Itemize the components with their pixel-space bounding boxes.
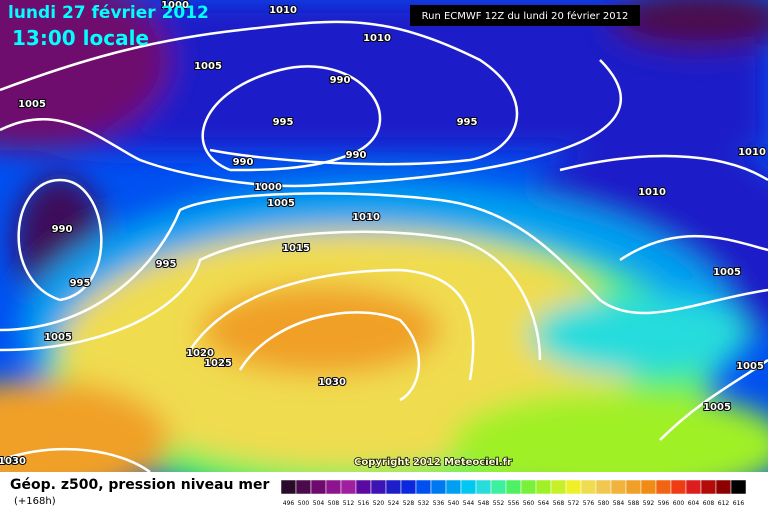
scale-label: 616: [733, 500, 745, 507]
scale-label: 584: [613, 500, 625, 507]
isobar-label: 1005: [18, 99, 46, 110]
isobar-label: 990: [346, 150, 367, 161]
scale-swatch: [445, 479, 462, 495]
scale-label: 524: [388, 500, 400, 507]
scale-swatch: [460, 479, 477, 495]
isobar-label: 995: [70, 278, 91, 289]
scale-label: 592: [643, 500, 655, 507]
scale-swatch: [715, 479, 732, 495]
scale-label: 508: [328, 500, 340, 507]
scale-label: 500: [298, 500, 310, 507]
isobar-label: 1010: [738, 147, 766, 158]
isobar-label: 1010: [363, 33, 391, 44]
scale-swatch: [505, 479, 522, 495]
isobar-label: 995: [457, 117, 478, 128]
scale-swatch: [655, 479, 672, 495]
scale-swatch: [565, 479, 582, 495]
scale-label: 504: [313, 500, 325, 507]
scale-label: 588: [628, 500, 640, 507]
scale-swatch: [385, 479, 402, 495]
scale-label: 604: [688, 500, 700, 507]
scale-label: 572: [568, 500, 580, 507]
scale-swatch: [625, 479, 642, 495]
scale-label: 564: [538, 500, 550, 507]
scale-swatch: [325, 479, 342, 495]
scale-swatch: [535, 479, 552, 495]
scale-swatch: [640, 479, 657, 495]
scale-swatch: [730, 479, 747, 495]
isobar-label: 1010: [352, 212, 380, 223]
isobar-label: 1030: [318, 377, 346, 388]
scale-label: 560: [523, 500, 535, 507]
scale-swatch: [370, 479, 387, 495]
scale-label: 568: [553, 500, 565, 507]
scale-label: 612: [718, 500, 730, 507]
scale-swatch: [580, 479, 597, 495]
scale-label: 576: [583, 500, 595, 507]
isobar-label: 990: [330, 75, 351, 86]
scale-label: 532: [418, 500, 430, 507]
scale-swatch: [595, 479, 612, 495]
scale-label: 544: [463, 500, 475, 507]
scale-label: 536: [433, 500, 445, 507]
scale-label: 520: [373, 500, 385, 507]
isobar-label: 1005: [713, 267, 741, 278]
isobar-label: 1005: [736, 361, 764, 372]
isobar-label: 1010: [269, 5, 297, 16]
scale-swatch: [670, 479, 687, 495]
scale-swatch: [340, 479, 357, 495]
scale-label: 516: [358, 500, 370, 507]
isobar-label: 1025: [204, 358, 232, 369]
scale-swatch: [700, 479, 717, 495]
scale-swatch: [415, 479, 432, 495]
scale-swatch: [685, 479, 702, 495]
copyright: Copyright 2012 Meteociel.fr: [354, 457, 512, 468]
scale-swatch: [610, 479, 627, 495]
scale-swatch: [295, 479, 312, 495]
isobar-label: 1005: [44, 332, 72, 343]
isobar-label: 1005: [267, 198, 295, 209]
scale-label: 580: [598, 500, 610, 507]
scale-swatch: [355, 479, 372, 495]
footer-title: Géop. z500, pression niveau mer: [10, 477, 269, 493]
scale-label: 556: [508, 500, 520, 507]
lead-time: (+168h): [14, 496, 56, 507]
isobar-label: 1010: [638, 187, 666, 198]
run-box: [410, 5, 640, 26]
isobar-label: 995: [273, 117, 294, 128]
isobar-label: 1000: [254, 182, 282, 193]
isobar-label: 1005: [703, 402, 731, 413]
scale-swatch: [310, 479, 327, 495]
scale-swatch: [490, 479, 507, 495]
isobar-label: 1020: [186, 348, 214, 359]
isobar-label: 1030: [0, 456, 26, 467]
isobar-label: 995: [156, 259, 177, 270]
date: lundi 27 février 2012: [8, 3, 209, 23]
scale-label: 552: [493, 500, 505, 507]
isobar-label: 1000: [161, 0, 189, 11]
isobar-label: 1005: [194, 61, 222, 72]
run-info: Run ECMWF 12Z du lundi 20 février 2012: [422, 10, 629, 22]
scale-label: 528: [403, 500, 415, 507]
scale-label: 512: [343, 500, 355, 507]
scale-swatch: [550, 479, 567, 495]
scale-swatch: [280, 479, 297, 495]
isobar-label: 1015: [282, 243, 310, 254]
scale-swatch: [475, 479, 492, 495]
scale-swatch: [520, 479, 537, 495]
scale-label: 608: [703, 500, 715, 507]
scale-swatch: [430, 479, 447, 495]
scale-label: 540: [448, 500, 460, 507]
time: 13:00 locale: [12, 26, 149, 50]
scale-label: 548: [478, 500, 490, 507]
scale-swatch: [400, 479, 417, 495]
scale-label: 496: [283, 500, 295, 507]
isobar-label: 990: [52, 224, 73, 235]
scale-label: 600: [673, 500, 685, 507]
isobar-label: 990: [233, 157, 254, 168]
scale-label: 596: [658, 500, 670, 507]
